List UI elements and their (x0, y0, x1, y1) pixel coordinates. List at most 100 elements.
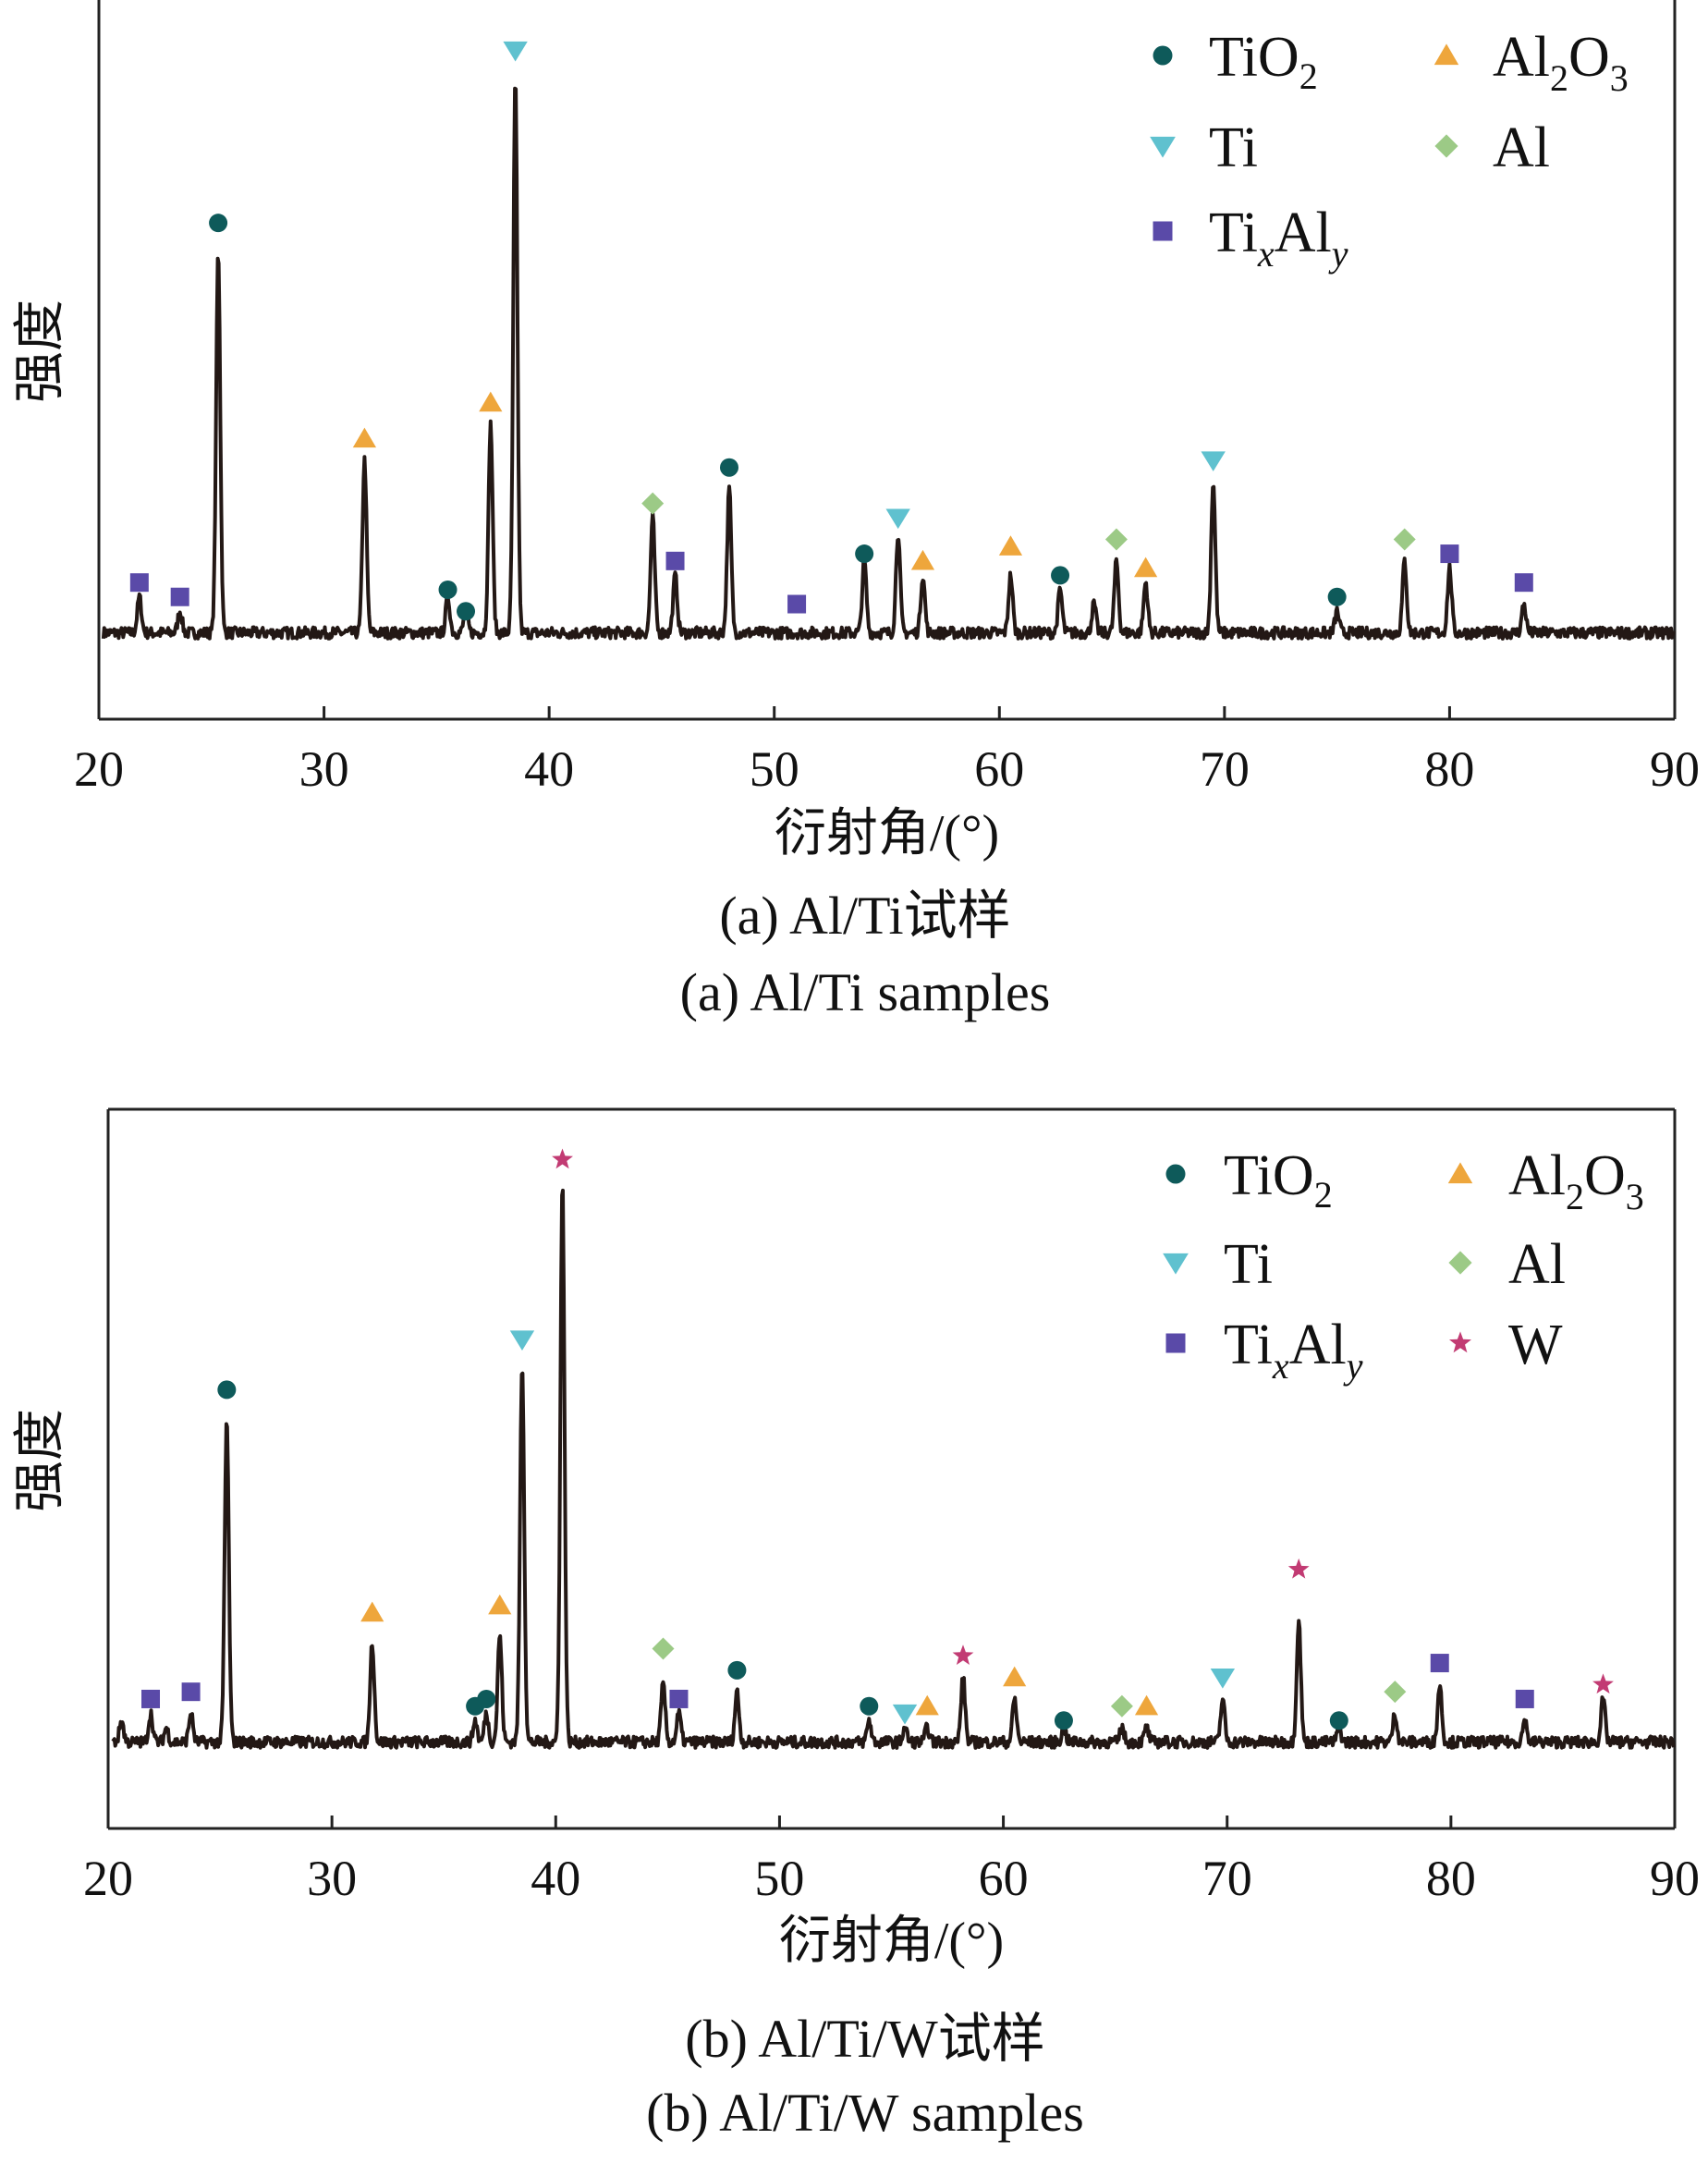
x-tick-label: 20 (83, 1851, 133, 1906)
caption-en: (b) Al/Ti/W samples (646, 2083, 1084, 2143)
marker-tio2 (720, 458, 738, 477)
marker-tixaly (669, 1689, 689, 1708)
marker-al2o3 (1003, 1666, 1027, 1687)
x-axis-title: 衍射角/(°) (779, 1913, 1004, 1970)
legend-symbol-tio2 (1165, 1164, 1186, 1184)
marker-tio2 (1054, 1711, 1073, 1730)
legend-label-al: Al (1508, 1233, 1566, 1296)
marker-tio2 (457, 602, 476, 621)
x-tick-label: 40 (531, 1851, 580, 1906)
legend-label-tio2: TiO2 (1209, 26, 1318, 97)
legend-label-w: W (1508, 1314, 1563, 1376)
marker-al2o3 (488, 1594, 512, 1615)
legend-label-al: Al (1493, 116, 1550, 179)
marker-tixaly (170, 587, 189, 606)
legend-symbol-ti (1150, 136, 1176, 158)
legend-label-tio2: TiO2 (1224, 1144, 1333, 1216)
legend-label-ti: Ti (1209, 116, 1258, 179)
legend-symbol-tixaly (1165, 1333, 1186, 1353)
marker-al2o3 (1134, 556, 1158, 578)
x-tick-label: 70 (1202, 1851, 1252, 1906)
xrd-pattern-line (111, 1188, 1676, 1750)
x-tick-label: 70 (1200, 741, 1250, 797)
x-tick-label: 50 (754, 1851, 804, 1906)
marker-ti (503, 41, 528, 62)
marker-al2o3 (360, 1601, 384, 1622)
x-tick-label: 90 (1650, 741, 1700, 797)
caption-cn: (a) Al/Ti试样 (719, 886, 1010, 946)
marker-al (1393, 528, 1416, 551)
legend-symbol-tixaly (1153, 221, 1173, 241)
x-tick-label: 30 (307, 1851, 357, 1906)
marker-tixaly (787, 594, 807, 614)
caption-cn: (b) Al/Ti/W试样 (685, 2009, 1044, 2069)
y-axis-title: 强度 (12, 1409, 69, 1512)
caption-en: (a) Al/Ti samples (680, 962, 1051, 1022)
marker-tixaly (141, 1689, 161, 1708)
x-tick-label: 40 (524, 741, 574, 797)
marker-al (641, 492, 665, 515)
marker-tixaly (181, 1682, 201, 1702)
legend-label-al2o3: Al2O3 (1493, 26, 1629, 99)
marker-tio2 (727, 1660, 747, 1680)
marker-tio2 (1329, 1711, 1348, 1730)
marker-tixaly (1515, 1689, 1534, 1708)
marker-al2o3 (998, 535, 1023, 556)
marker-ti (1201, 451, 1226, 471)
marker-tio2 (860, 1696, 879, 1716)
marker-al2o3 (915, 1694, 939, 1716)
x-tick-label: 30 (299, 741, 349, 797)
x-tick-label: 90 (1650, 1851, 1700, 1906)
y-axis-title: 强度 (12, 300, 69, 403)
xrd-pattern-line (101, 86, 1676, 641)
legend-symbol-al2o3 (1434, 43, 1459, 66)
marker-tio2 (217, 1380, 237, 1400)
marker-al2o3 (1134, 1694, 1159, 1716)
x-tick-label: 60 (979, 1851, 1029, 1906)
legend: TiO2 Al2O3 Ti Al TixAly (1150, 26, 1629, 275)
marker-tio2 (855, 544, 874, 564)
legend-label-tixaly: TixAly (1209, 202, 1348, 275)
marker-al (1104, 528, 1128, 551)
marker-w (1592, 1673, 1614, 1694)
marker-ti (1210, 1669, 1236, 1689)
legend-symbol-al (1434, 134, 1458, 158)
marker-al (652, 1637, 675, 1660)
x-tick-label: 80 (1424, 741, 1474, 797)
x-axis-title: 衍射角/(°) (775, 805, 999, 862)
legend-label-al2o3: Al2O3 (1508, 1144, 1644, 1217)
marker-tio2 (1051, 566, 1070, 585)
marker-ti (509, 1330, 535, 1351)
marker-tio2 (477, 1689, 496, 1708)
x-tick-label: 80 (1426, 1851, 1476, 1906)
marker-ti (885, 508, 910, 530)
legend-label-ti: Ti (1224, 1233, 1273, 1296)
marker-tixaly (1440, 544, 1459, 564)
marker-tixaly (1514, 573, 1533, 593)
x-tick-label: 50 (750, 741, 799, 797)
x-tick-label: 20 (74, 741, 124, 797)
marker-tixaly (665, 551, 685, 570)
x-tick-label: 60 (974, 741, 1024, 797)
legend-symbol-tio2 (1153, 45, 1173, 66)
marker-al2o3 (479, 391, 503, 412)
legend: TiO2 Al2O3 Ti Al TixAly W (1163, 1144, 1644, 1387)
marker-w (952, 1644, 974, 1665)
marker-ti (892, 1704, 918, 1725)
marker-tio2 (438, 580, 458, 599)
marker-tixaly (1430, 1654, 1449, 1673)
legend-symbol-ti (1163, 1253, 1189, 1275)
marker-tio2 (1327, 587, 1347, 606)
marker-tio2 (209, 214, 228, 233)
legend-symbol-al (1448, 1251, 1472, 1275)
marker-w (552, 1148, 573, 1169)
legend-symbol-al2o3 (1447, 1162, 1473, 1184)
marker-al2o3 (910, 549, 935, 570)
marker-tixaly (129, 573, 149, 593)
legend-symbol-w (1449, 1331, 1471, 1353)
marker-w (1287, 1558, 1310, 1579)
legend-label-tixaly: TixAly (1224, 1314, 1363, 1387)
